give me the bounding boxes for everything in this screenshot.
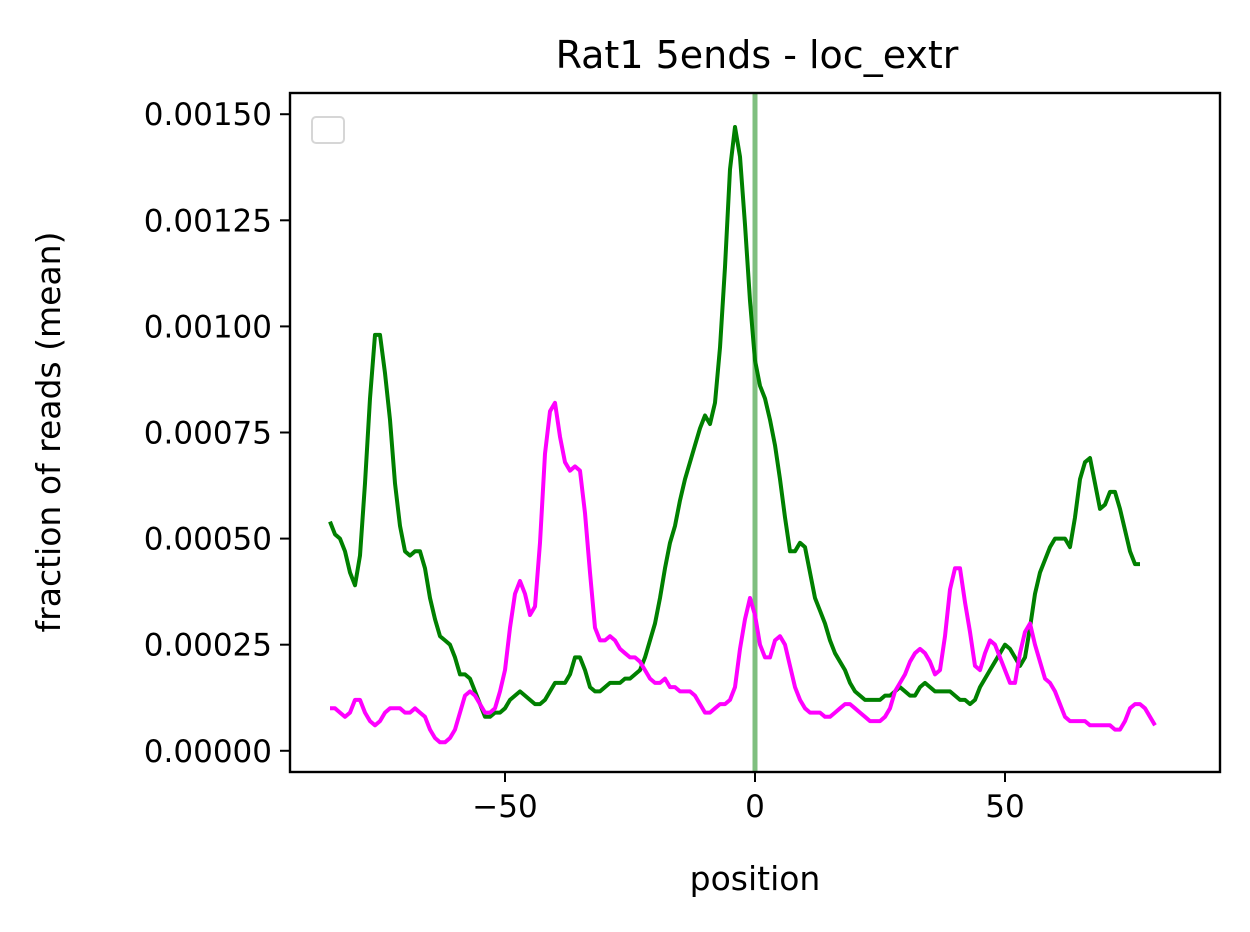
x-axis-label: position [690,859,821,898]
y-tick-label: 0.00000 [144,734,272,770]
x-tick-label: 50 [985,789,1024,825]
y-tick-label: 0.00125 [144,203,272,239]
x-tick-label: 0 [745,789,765,825]
y-tick-label: 0.00100 [144,309,272,345]
x-tick-label: −50 [472,789,537,825]
chart-title: Rat1 5ends - loc_extr [556,33,959,77]
plot-area [328,93,1157,772]
y-tick-label: 0.00150 [144,97,272,133]
y-axis-label: fraction of reads (mean) [29,232,68,633]
y-axis: 0.00000 0.00025 0.00050 0.00075 0.00100 0.001… [144,97,290,770]
legend-box [311,116,345,144]
x-axis: −50 0 50 [472,772,1025,825]
series-line-1 [328,125,1140,719]
y-tick-label: 0.00075 [144,416,272,452]
series-line-2 [330,400,1157,745]
y-tick-label: 0.00050 [144,522,272,558]
y-tick-label: 0.00025 [144,628,272,664]
